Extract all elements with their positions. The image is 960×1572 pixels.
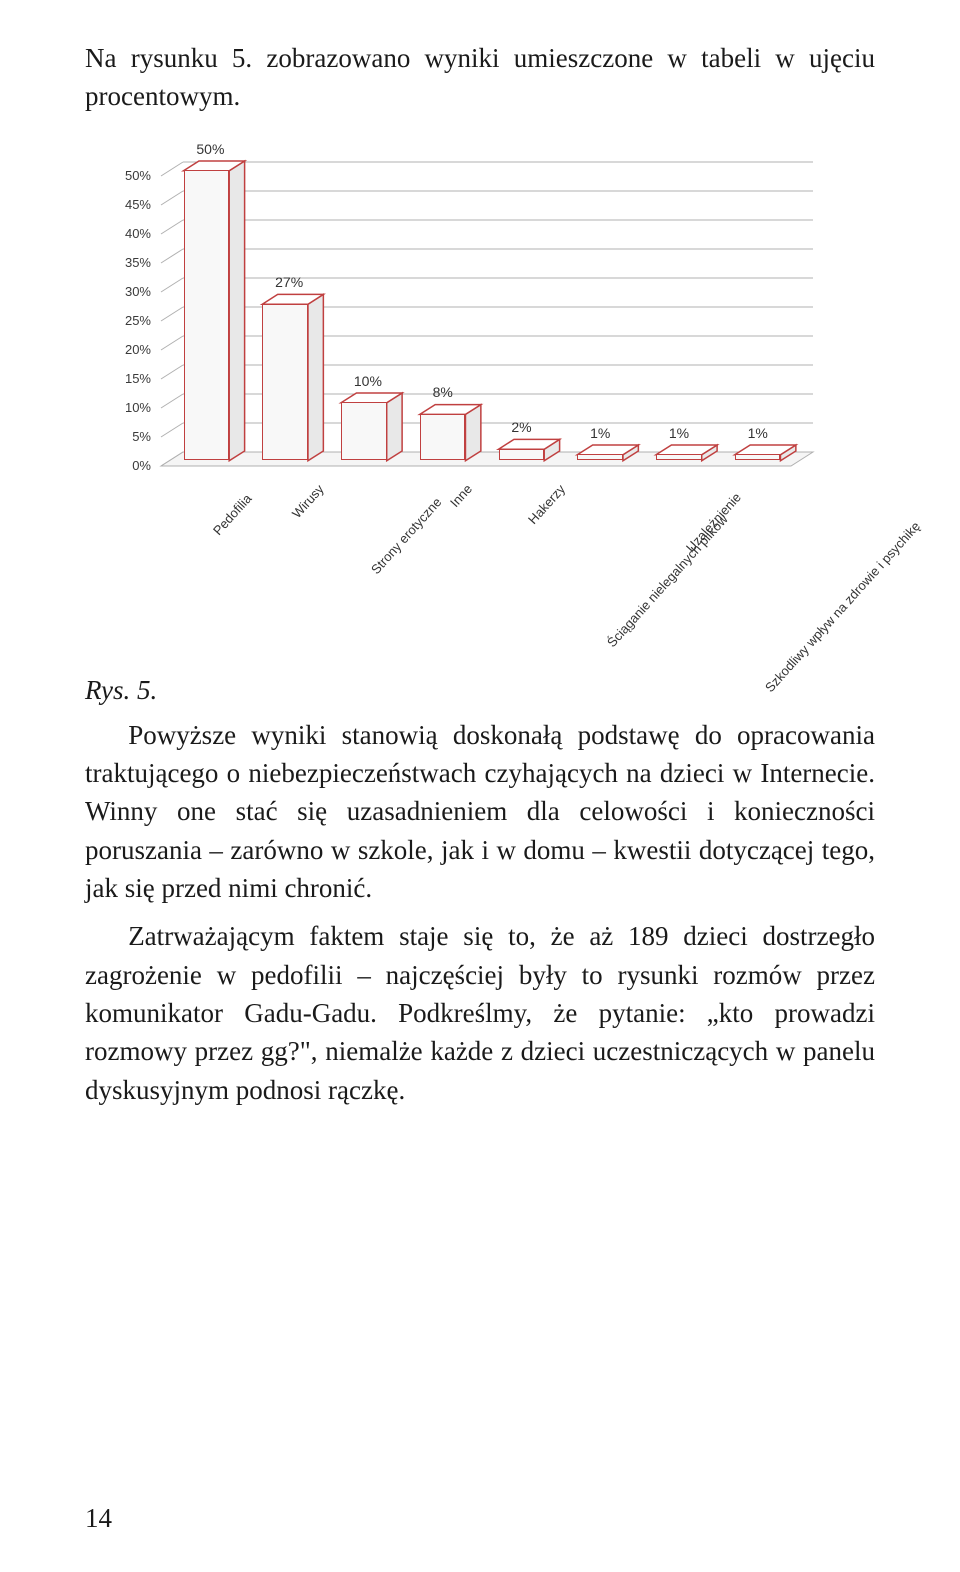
bar <box>735 454 781 460</box>
bar-value-label: 27% <box>275 274 303 290</box>
y-axis-tick-label: 25% <box>115 313 151 328</box>
bar-value-label: 2% <box>511 419 531 435</box>
y-axis-tick-label: 30% <box>115 284 151 299</box>
y-axis-tick-label: 40% <box>115 226 151 241</box>
y-axis-tick-label: 20% <box>115 342 151 357</box>
y-axis-tick-label: 0% <box>115 458 151 473</box>
bar <box>577 454 623 460</box>
bar-value-label: 1% <box>590 425 610 441</box>
bar-value-label: 1% <box>748 425 768 441</box>
bar-value-label: 10% <box>354 373 382 389</box>
bar <box>184 170 230 460</box>
bar-chart: 0%5%10%15%20%25%30%35%40%45%50%50%Pedofi… <box>115 146 845 516</box>
bar-value-label: 8% <box>433 384 453 400</box>
y-axis-tick-label: 45% <box>115 197 151 212</box>
bar-value-label: 1% <box>669 425 689 441</box>
bar <box>420 414 466 460</box>
bar-value-label: 50% <box>196 141 224 157</box>
bar <box>499 449 545 461</box>
y-axis-tick-label: 50% <box>115 168 151 183</box>
y-axis-tick-label: 10% <box>115 400 151 415</box>
bar <box>341 402 387 460</box>
bar-category-label: Szkodliwy wpływ na zdrowie i psychikę <box>762 518 923 694</box>
y-axis-tick-label: 15% <box>115 371 151 386</box>
intro-paragraph: Na rysunku 5. zobrazowano wyniki umieszc… <box>85 40 875 116</box>
bar <box>262 304 308 461</box>
body-paragraph-2: Zatrważającym faktem staje się to, że aż… <box>85 917 875 1109</box>
page-number: 14 <box>85 1503 112 1534</box>
body-paragraph-1: Powyższe wyniki stanowią doskonałą podst… <box>85 716 875 908</box>
y-axis-tick-label: 5% <box>115 429 151 444</box>
figure-label: Rys. 5. <box>85 675 157 706</box>
chart-container: 0%5%10%15%20%25%30%35%40%45%50%50%Pedofi… <box>85 136 875 706</box>
y-axis-tick-label: 35% <box>115 255 151 270</box>
bar <box>656 454 702 460</box>
